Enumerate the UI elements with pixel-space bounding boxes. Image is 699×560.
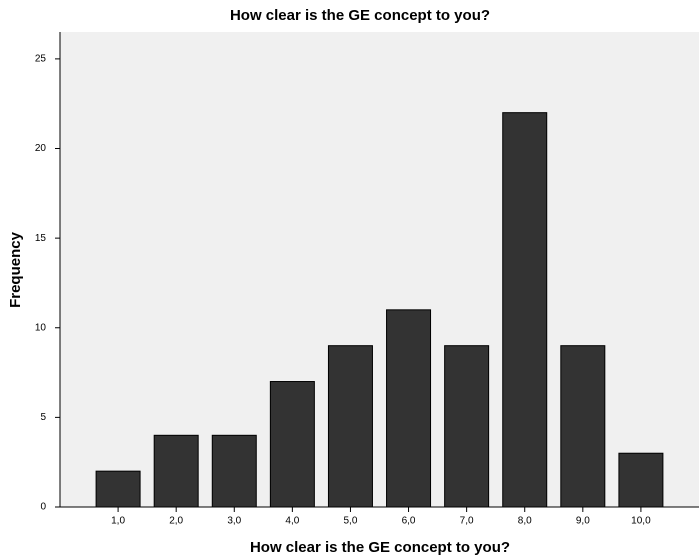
y-tick-label: 20 <box>35 143 47 154</box>
bar <box>327 345 373 508</box>
x-axis-label: How clear is the GE concept to you? <box>250 539 510 556</box>
bar <box>211 434 257 508</box>
x-tick-label: 2,0 <box>169 516 183 527</box>
bar <box>444 345 490 508</box>
bar <box>560 345 606 508</box>
bar <box>95 470 141 508</box>
x-tick-label: 6,0 <box>402 516 416 527</box>
bar <box>502 112 548 508</box>
y-axis-label: Frequency <box>7 231 24 308</box>
x-tick-label: 9,0 <box>576 516 590 527</box>
bar <box>153 434 199 508</box>
x-tick-label: 5,0 <box>344 516 358 527</box>
x-tick-label: 8,0 <box>518 516 532 527</box>
bar <box>386 309 432 508</box>
y-tick-label: 10 <box>35 322 47 333</box>
y-tick-label: 0 <box>40 502 46 513</box>
y-tick-label: 25 <box>35 54 47 65</box>
bar <box>269 381 315 508</box>
y-tick-label: 5 <box>40 412 46 423</box>
x-tick-label: 3,0 <box>227 516 241 527</box>
x-tick-label: 4,0 <box>285 516 299 527</box>
x-tick-label: 1,0 <box>111 516 125 527</box>
chart-title: How clear is the GE concept to you? <box>230 7 490 24</box>
bar <box>618 452 664 508</box>
x-tick-label: 7,0 <box>460 516 474 527</box>
x-tick-label: 10,0 <box>631 516 651 527</box>
y-tick-label: 15 <box>35 233 47 244</box>
